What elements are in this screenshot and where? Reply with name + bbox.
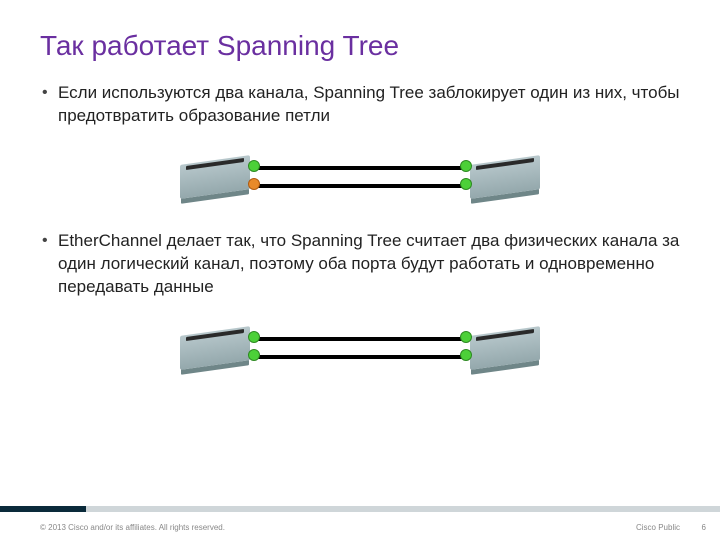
bullet-item: Если используются два канала, Spanning T… [40,82,680,128]
cable-line [254,184,466,188]
slide-footer: © 2013 Cisco and/or its affiliates. All … [0,506,720,540]
switch-icon [470,326,540,370]
cable-line [254,166,466,170]
bullet-list: EtherChannel делает так, что Spanning Tr… [40,230,680,299]
footer-label: Cisco Public [636,523,680,532]
port-dot [460,178,472,190]
switch-icon [470,155,540,199]
footer-copyright: © 2013 Cisco and/or its affiliates. All … [40,523,225,532]
diagram-spanning-tree [180,142,540,212]
port-dot [248,349,260,361]
diagram-etherchannel [180,313,540,383]
bullet-text: Если используются два канала, Spanning T… [58,83,680,125]
footer-bar [0,506,720,512]
bullet-text: EtherChannel делает так, что Spanning Tr… [58,231,679,296]
switch-icon [180,326,250,370]
port-dot [248,331,260,343]
footer-bar-fill [86,506,720,512]
port-dot-blocked [248,178,260,190]
port-dot [248,160,260,172]
switch-icon [180,155,250,199]
bullet-list: Если используются два канала, Spanning T… [40,82,680,128]
footer-page-number: 6 [702,523,706,532]
bullet-item: EtherChannel делает так, что Spanning Tr… [40,230,680,299]
port-dot [460,331,472,343]
slide-title: Так работает Spanning Tree [40,30,680,62]
port-dot [460,160,472,172]
cable-line [254,337,466,341]
slide: Так работает Spanning Tree Если использу… [0,0,720,540]
cable-line [254,355,466,359]
port-dot [460,349,472,361]
footer-bar-accent [0,506,86,512]
